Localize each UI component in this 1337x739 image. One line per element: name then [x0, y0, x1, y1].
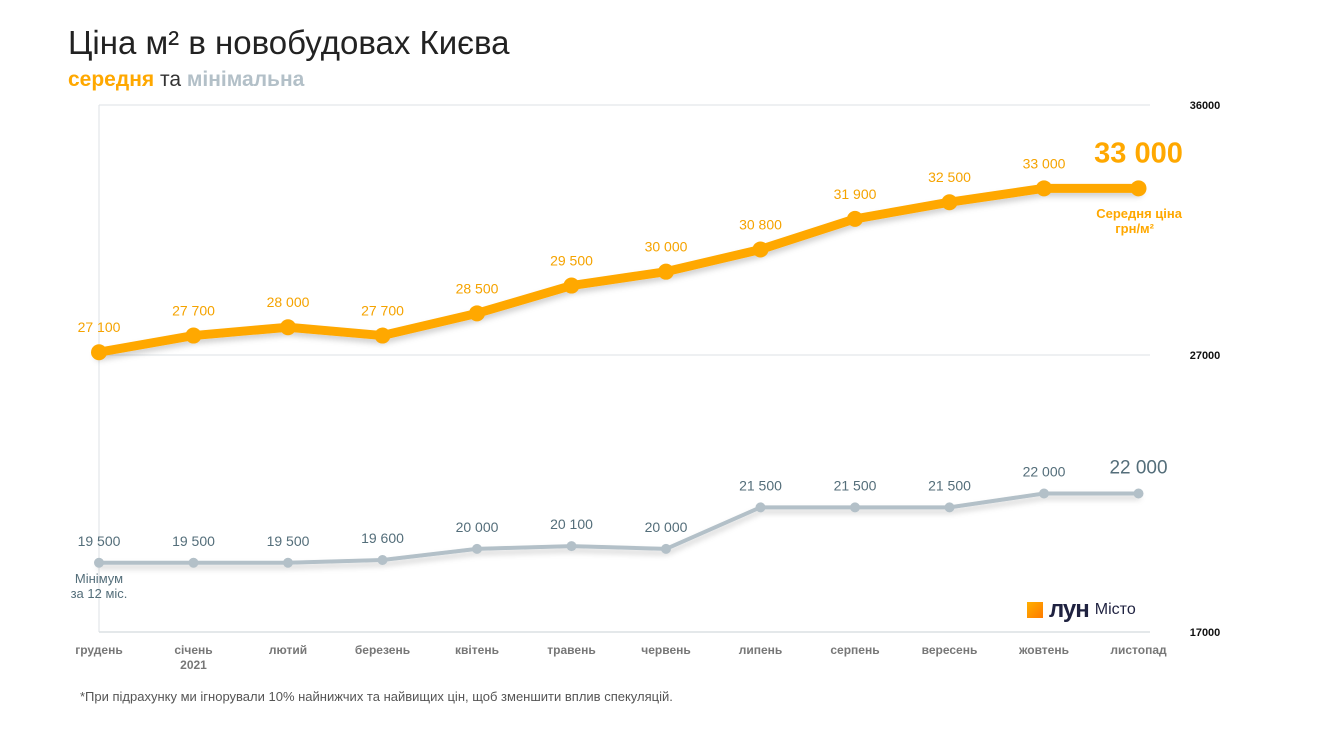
data-label-min: 19 500 [172, 533, 215, 549]
x-tick-label: жовтень [1018, 643, 1069, 657]
end-caption-avg: грн/м² [1115, 221, 1154, 236]
end-caption-avg: Середня ціна [1096, 206, 1183, 221]
data-point-avg [563, 277, 580, 294]
x-tick-label: січень [174, 643, 212, 657]
x-tick-label: березень [355, 643, 410, 657]
data-label-avg: 32 500 [928, 169, 971, 185]
x-tick-label: червень [641, 643, 691, 657]
y-tick-label: 36000 [1190, 100, 1221, 112]
y-tick-label: 27000 [1190, 350, 1221, 362]
x-tick-label: вересень [922, 643, 978, 657]
series-line-avg [94, 183, 1143, 357]
start-caption-min: за 12 міс. [71, 586, 128, 601]
data-label-min: 22 000 [1023, 464, 1066, 480]
start-caption-min: Мінімум [75, 571, 123, 586]
data-point-avg [185, 327, 202, 344]
x-tick-label: травень [547, 643, 595, 657]
data-point-min [1039, 488, 1049, 499]
data-point-avg [280, 319, 296, 336]
end-value-label-avg: 33 000 [1094, 137, 1183, 169]
data-point-avg [469, 305, 485, 322]
logo-square-icon [1027, 602, 1043, 618]
data-label-avg: 27 700 [172, 303, 215, 319]
subtitle-average: середня [68, 68, 155, 91]
data-point-min [283, 557, 293, 568]
x-tick-label: лютий [269, 643, 307, 657]
data-label-min: 20 000 [456, 519, 499, 535]
data-point-min [755, 502, 766, 513]
end-value-label-min: 22 000 [1109, 458, 1167, 479]
data-point-avg [941, 194, 958, 211]
data-point-min [850, 502, 860, 513]
data-label-min: 20 100 [550, 516, 593, 532]
x-tick-label: серпень [830, 643, 879, 657]
subtitle-minimum: мінімальна [186, 68, 305, 91]
data-label-min: 20 000 [645, 519, 688, 535]
x-tick-sublabel: 2021 [180, 658, 207, 672]
data-point-min [188, 557, 199, 568]
data-label-avg: 31 900 [834, 186, 877, 202]
data-point-min [472, 543, 482, 554]
data-label-min: 19 500 [78, 533, 121, 549]
x-tick-label: липень [739, 643, 783, 657]
x-tick-label: листопад [1110, 643, 1167, 657]
x-tick-label: квітень [455, 643, 499, 657]
subtitle-and: та [154, 68, 187, 91]
data-point-min [377, 554, 388, 565]
data-point-min [1133, 488, 1144, 499]
data-point-avg [658, 263, 674, 280]
logo-suffix: Місто [1094, 601, 1136, 618]
data-label-avg: 28 000 [267, 294, 310, 310]
series-line-min [97, 491, 1141, 565]
data-label-avg: 29 500 [550, 253, 593, 269]
data-point-min [944, 502, 955, 513]
data-label-avg: 27 100 [78, 319, 121, 335]
data-label-avg: 33 000 [1023, 155, 1066, 171]
data-label-avg: 30 800 [739, 216, 782, 232]
data-label-min: 21 500 [739, 477, 782, 493]
data-point-min [566, 541, 577, 552]
footnote: *При підрахунку ми ігнорували 10% найниж… [80, 689, 673, 704]
data-label-avg: 28 500 [456, 280, 499, 296]
logo-name: лун [1049, 596, 1090, 623]
chart-title: Ціна м² в новобудовах Києва [68, 24, 510, 61]
data-point-avg [752, 241, 769, 258]
data-point-min [94, 557, 104, 568]
data-point-min [661, 543, 671, 554]
data-label-min: 19 500 [267, 533, 310, 549]
data-point-avg [847, 210, 863, 227]
logo: лун Місто [1027, 596, 1136, 623]
y-tick-label: 17000 [1190, 627, 1221, 639]
x-tick-label: грудень [75, 643, 122, 657]
data-point-avg [1036, 180, 1052, 197]
data-label-avg: 30 000 [645, 239, 688, 255]
data-label-min: 19 600 [361, 530, 404, 546]
data-label-min: 21 500 [834, 477, 877, 493]
chart-subtitle: середня та мінімальна [68, 68, 304, 92]
data-point-avg [374, 327, 391, 344]
data-point-avg [91, 344, 107, 361]
data-point-avg [1130, 180, 1147, 197]
data-label-avg: 27 700 [361, 303, 404, 319]
data-label-min: 21 500 [928, 477, 971, 493]
